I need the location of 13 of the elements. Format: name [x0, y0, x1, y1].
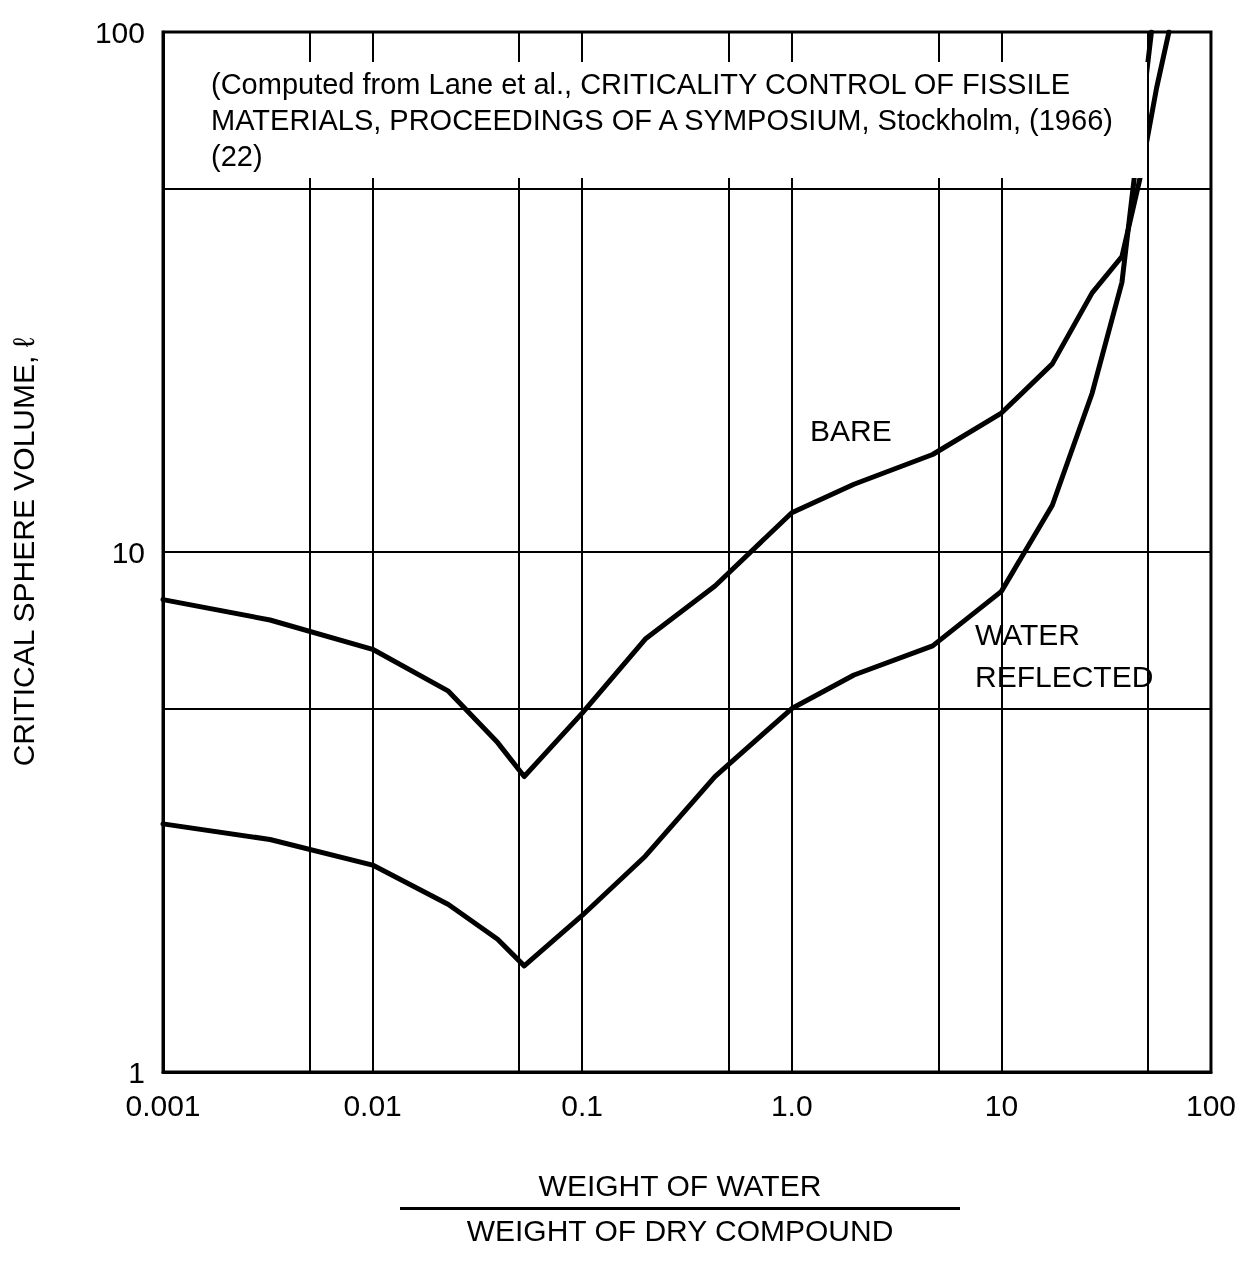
- x-tick-label: 1.0: [770, 1088, 813, 1122]
- y-tick-label: 10: [111, 535, 145, 569]
- y-tick-label: 1: [128, 1055, 145, 1089]
- x-tick-label: 10: [984, 1088, 1019, 1122]
- annotation: (Computed from Lane et al., CRITICALITY CONTROL OF FISSILE MATERIALS, PROCEEDINGS OF A SYMPOSIUM, Stockholm, (1966) (22): [205, 62, 1147, 178]
- x-tick-label: 0.1: [561, 1088, 604, 1122]
- x-tick-label: 100: [1185, 1088, 1236, 1122]
- x-tick-label: 0.001: [125, 1088, 201, 1122]
- annotation: BARE: [810, 413, 892, 449]
- x-tick-label: 0.01: [343, 1088, 402, 1122]
- x-axis-title: WEIGHT OF WATER WEIGHT OF DRY COMPOUND: [465, 1168, 895, 1249]
- y-axis-title: CRITICAL SPHERE VOLUME, ℓ: [6, 337, 40, 767]
- y-tick-label: 100: [94, 15, 145, 49]
